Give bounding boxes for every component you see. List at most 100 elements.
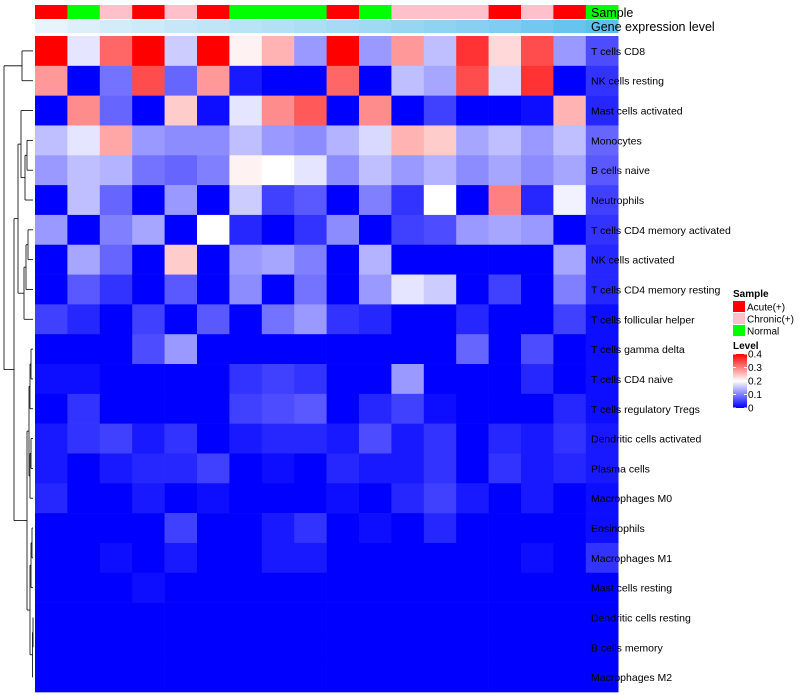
heatmap-cell (132, 214, 165, 246)
heatmap-cell (456, 572, 489, 603)
heatmap-cell (553, 393, 587, 424)
heatmap-cell (67, 513, 101, 544)
heatmap-cell (456, 214, 489, 246)
heatmap-cell (229, 36, 263, 67)
heatmap-cell (585, 393, 619, 424)
heatmap-cell (359, 483, 392, 514)
heatmap-cell (35, 244, 68, 275)
sample-annotation-cell (585, 5, 619, 19)
legend: Sample Acute(+)Chronic(+)Normal Level 0.… (733, 289, 794, 415)
expression-annotation-cell (229, 20, 263, 33)
heatmap-cell (521, 423, 554, 454)
legend-swatch (733, 325, 745, 336)
heatmap-cell (326, 214, 360, 246)
heatmap-cell (488, 185, 522, 216)
heatmap-cell (261, 453, 295, 484)
heatmap-cell (229, 483, 263, 514)
heatmap-cell (294, 304, 327, 335)
heatmap-cell (294, 542, 327, 574)
heatmap-cell (99, 393, 133, 424)
heatmap-cell (67, 453, 101, 484)
heatmap-cell (488, 662, 522, 693)
legend-item-label: Chronic(+) (747, 315, 794, 326)
heatmap-cell (585, 483, 619, 514)
heatmap-cell (553, 244, 587, 275)
heatmap-cell (326, 453, 360, 484)
heatmap-cell (197, 65, 230, 96)
track-label-sample: Sample (591, 6, 633, 20)
heatmap-cell (585, 602, 619, 633)
heatmap-cell (553, 185, 587, 216)
heatmap-cell (35, 95, 68, 126)
heatmap-cell (294, 214, 327, 246)
heatmap-cell (164, 572, 198, 603)
heatmap-cell (99, 304, 133, 335)
heatmap-cell (99, 542, 133, 574)
heatmap-cell (326, 364, 360, 395)
heatmap-cell (391, 542, 425, 574)
heatmap-cell (585, 304, 619, 335)
sample-annotation-cell (67, 5, 101, 19)
heatmap-cell (488, 334, 522, 365)
legend-sample-items: Acute(+)Chronic(+)Normal (733, 301, 794, 338)
heatmap-cell (164, 244, 198, 275)
heatmap-cell (553, 483, 587, 514)
heatmap-cell (585, 36, 619, 67)
heatmap-cell (553, 602, 587, 633)
heatmap-cell (391, 185, 425, 216)
heatmap-cell (67, 572, 101, 603)
heatmap-cell (294, 662, 327, 693)
heatmap-cell (488, 602, 522, 633)
row-label: NK cells resting (591, 76, 664, 88)
heatmap-cell (326, 662, 360, 693)
heatmap-cell (164, 602, 198, 633)
heatmap-cell (197, 602, 230, 633)
heatmap-cell (585, 364, 619, 395)
heatmap-cell (35, 513, 68, 544)
heatmap-cell (261, 95, 295, 126)
heatmap-cell (521, 185, 554, 216)
legend-level-ticks: 0.4 0.3 0.2 0.1 0 (733, 350, 762, 415)
heatmap-cell (423, 632, 457, 663)
heatmap-cell (521, 393, 554, 424)
heatmap-cell (261, 662, 295, 693)
heatmap-cell (99, 453, 133, 484)
heatmap-cell (456, 513, 489, 544)
row-label: B cells memory (591, 642, 664, 654)
heatmap-cell (359, 125, 392, 156)
heatmap-cell (261, 155, 295, 186)
heatmap-cell (521, 662, 554, 693)
heatmap-cell (197, 453, 230, 484)
heatmap-cell (132, 65, 165, 96)
sample-annotation-cell (35, 5, 68, 19)
heatmap-cell (132, 304, 165, 335)
heatmap-cell (229, 65, 263, 96)
heatmap-cell (35, 423, 68, 454)
row-label: Macrophages M1 (591, 553, 672, 565)
heatmap-cell (391, 95, 425, 126)
heatmap-cell (391, 304, 425, 335)
expression-annotation-cell (359, 20, 392, 33)
heatmap-cell (67, 632, 101, 663)
heatmap-cell (197, 423, 230, 454)
heatmap-cell (391, 453, 425, 484)
sample-annotation-cell (359, 5, 392, 19)
heatmap-cell (456, 393, 489, 424)
heatmap-cell (359, 155, 392, 186)
heatmap-cell (164, 453, 198, 484)
heatmap-cell (261, 364, 295, 395)
heatmap-cell (132, 572, 165, 603)
heatmap-cell (521, 334, 554, 365)
legend-tick-label: 0.1 (748, 390, 762, 401)
heatmap-cell (521, 483, 554, 514)
heatmap-cell (456, 185, 489, 216)
heatmap-cell (132, 95, 165, 126)
heatmap-cell (456, 244, 489, 275)
heatmap-cell (423, 364, 457, 395)
heatmap-cell (521, 304, 554, 335)
heatmap-cell (553, 513, 587, 544)
sample-annotation-cell (553, 5, 587, 19)
expression-annotation-cell (488, 20, 522, 33)
heatmap-cell (359, 95, 392, 126)
heatmap-cell (67, 483, 101, 514)
